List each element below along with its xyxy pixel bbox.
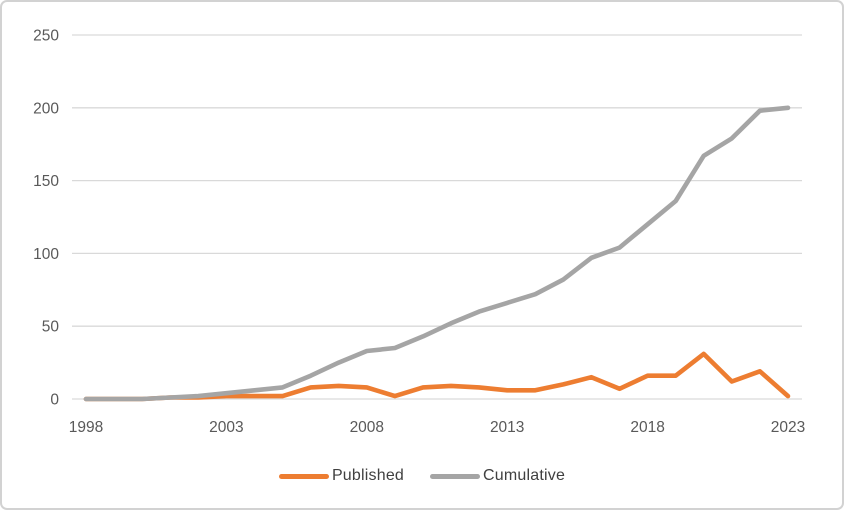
y-axis-tick-label: 150 [33,173,59,190]
legend-item-published: Published [278,467,405,485]
x-axis-tick-label: 2008 [350,419,384,436]
cumulative-line-swatch [430,473,481,479]
legend-item-cumulative: Cumulative [430,467,565,485]
cumulative-series-line [83,105,791,402]
x-axis-tick-label: 2023 [771,419,805,436]
published-line-swatch [278,473,329,479]
published-series-line [83,351,791,402]
y-axis-tick-label: 50 [42,319,60,336]
y-axis-tick-label: 100 [33,246,59,263]
y-axis-tick-label: 200 [33,100,59,117]
x-axis-tick-label: 2013 [490,419,524,436]
y-axis-tick-label: 0 [50,392,59,409]
chart-legend: Published Cumulative [2,463,842,489]
legend-label-published: Published [331,467,405,484]
x-axis-tick-label: 2018 [630,419,664,436]
y-axis-tick-label: 250 [33,28,59,45]
legend-label-cumulative: Cumulative [483,467,566,484]
x-axis-tick-label: 1998 [69,419,103,436]
x-axis-tick-label: 2003 [209,419,243,436]
